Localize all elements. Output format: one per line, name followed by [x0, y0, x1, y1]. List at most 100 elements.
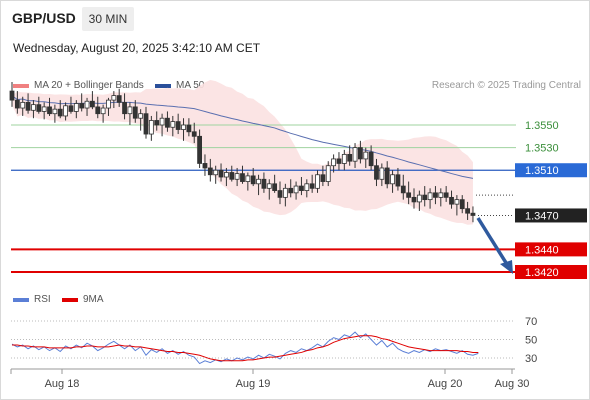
candle-body	[191, 131, 197, 137]
forecast-arrow-line	[476, 217, 510, 267]
candle-body	[90, 100, 95, 108]
x-axis: Aug 18 Aug 19 Aug 20 Aug 30	[10, 368, 530, 390]
candle-body	[181, 124, 186, 130]
candle-body	[132, 106, 138, 119]
candle-body	[218, 169, 224, 178]
level-label: 1.3420	[525, 267, 559, 279]
ma50-label: MA 50	[176, 80, 205, 91]
candle-body	[261, 178, 267, 189]
candle-body	[68, 105, 74, 112]
candle-body	[245, 175, 251, 182]
candle-body	[207, 167, 213, 176]
candle-body	[175, 121, 181, 130]
candle-body	[202, 163, 208, 169]
candle-body	[352, 147, 358, 162]
candle-body	[357, 147, 363, 160]
candle-body	[111, 95, 117, 101]
level-label: 1.3510	[525, 165, 559, 177]
candle-body	[293, 185, 299, 194]
candle-body	[459, 199, 465, 210]
candle-body	[229, 172, 235, 180]
candle-body	[320, 174, 326, 182]
candle-body	[31, 104, 36, 111]
candle-body	[223, 172, 229, 178]
candle-body	[470, 212, 476, 216]
candle-body	[374, 165, 379, 180]
candle-body	[282, 187, 288, 198]
candle-body	[304, 183, 310, 191]
x-tick-label: Aug 30	[495, 378, 530, 390]
candle-body	[84, 100, 90, 109]
candle-body	[288, 187, 294, 194]
symbol-label: GBP/USD	[12, 10, 76, 26]
rsi-axis-label: 50	[525, 335, 537, 347]
candle-body	[277, 190, 283, 198]
candle-body	[73, 103, 79, 112]
bollinger-band-area	[12, 79, 473, 225]
rsi-axis-label: 30	[525, 353, 537, 365]
candle-body	[331, 158, 337, 167]
candle-body	[411, 196, 417, 203]
candle-body	[449, 196, 454, 205]
candle-body	[465, 208, 471, 214]
candle-body	[9, 90, 15, 101]
candle-body	[400, 185, 406, 194]
candle-body	[240, 173, 245, 182]
candle-body	[127, 106, 133, 115]
candle-body	[36, 104, 42, 112]
x-tick-label: Aug 20	[428, 378, 463, 390]
candle-body	[422, 194, 428, 201]
candle-body	[266, 183, 272, 189]
candles	[9, 82, 476, 223]
candle-body	[25, 101, 31, 111]
bollinger-bands	[12, 79, 473, 225]
candle-body	[234, 173, 240, 180]
candle-body	[341, 153, 347, 164]
candle-body	[390, 174, 395, 185]
legend-ma50: MA 50	[155, 80, 204, 91]
candle-body	[106, 99, 111, 109]
forecast-arrow	[476, 217, 513, 274]
legend-rsi-ma: 9MA	[62, 294, 104, 305]
candle-body	[368, 151, 374, 167]
forecast-arrow-head	[500, 260, 513, 274]
candle-body	[347, 153, 353, 162]
candle-body	[159, 117, 165, 126]
timeframe-badge[interactable]: 30 MIN	[82, 7, 134, 31]
candle-body	[443, 192, 449, 198]
candle-body	[395, 174, 401, 187]
legend-rsi: RSI	[13, 294, 51, 305]
rsi-ma-label: 9MA	[83, 294, 104, 305]
x-tick-label: Aug 18	[45, 378, 80, 390]
candle-body	[406, 192, 412, 198]
rsi-lines	[11, 331, 479, 365]
candle-body	[197, 135, 203, 164]
candle-body	[79, 103, 85, 109]
candle-body	[416, 194, 422, 203]
candle-body	[52, 108, 58, 115]
rsi-label: RSI	[34, 294, 51, 305]
candle-body	[186, 124, 192, 133]
candle-body	[20, 101, 26, 109]
candle-body	[47, 106, 52, 115]
ma50-swatch	[155, 83, 171, 88]
level-label-box	[515, 163, 587, 178]
candle-body	[95, 106, 101, 115]
candle-body	[309, 183, 315, 189]
candle-body	[138, 113, 144, 119]
level-label-box	[515, 265, 587, 279]
candle-body	[14, 99, 20, 109]
candle-body	[148, 120, 154, 135]
level-label: 1.3440	[525, 244, 559, 256]
rsi-axis-label: 70	[525, 316, 537, 328]
level-label: 1.3470	[525, 210, 559, 222]
candle-body	[363, 151, 369, 160]
candle-body	[154, 120, 160, 126]
candle-body	[100, 107, 106, 115]
candle-body	[433, 192, 438, 198]
level-lines: 1.3550 1.3530 1.3510 1.3470 1.3440 1.3420	[11, 120, 587, 279]
candle-body	[336, 158, 342, 164]
candle-body	[438, 192, 444, 198]
rsi-grid: 70 50 30	[11, 316, 537, 365]
